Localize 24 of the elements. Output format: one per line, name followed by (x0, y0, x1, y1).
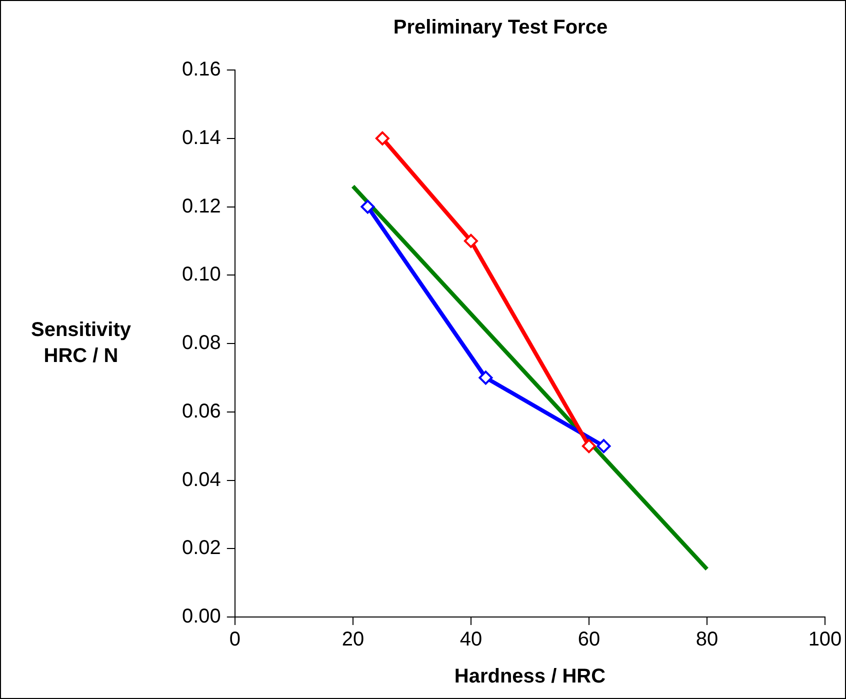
point (375, 131, 390, 146)
y-tick-label: 0.16 (182, 58, 221, 81)
y-tick-label: 0.14 (182, 126, 221, 149)
y-tick-label: 0.00 (182, 606, 221, 628)
point (596, 439, 611, 454)
y-tick-label: 0.04 (182, 468, 221, 491)
x-axis-title: Hardness / HRC (454, 666, 606, 688)
x-tick-label: 40 (460, 628, 482, 651)
y-tick-label: 0.06 (182, 400, 221, 422)
y-tick-label: 0.12 (182, 195, 221, 218)
point (464, 234, 478, 248)
point (582, 439, 596, 454)
y-axis-title: Sensitivity HRC / N (30, 319, 132, 368)
y-tick-label: 0.10 (182, 264, 221, 286)
x-tick-label: 80 (696, 628, 718, 651)
y-tick-label: 0.02 (182, 537, 221, 560)
x-tick-label: 60 (578, 628, 600, 651)
point (478, 370, 493, 385)
x-tick-label: 20 (342, 628, 364, 651)
point (360, 200, 375, 214)
x-tick-label: 100 (808, 628, 842, 651)
y-tick-label: 0.08 (182, 332, 221, 354)
chart-title: Preliminary Test Force (393, 16, 608, 39)
x-tick-label: 0 (229, 628, 240, 651)
